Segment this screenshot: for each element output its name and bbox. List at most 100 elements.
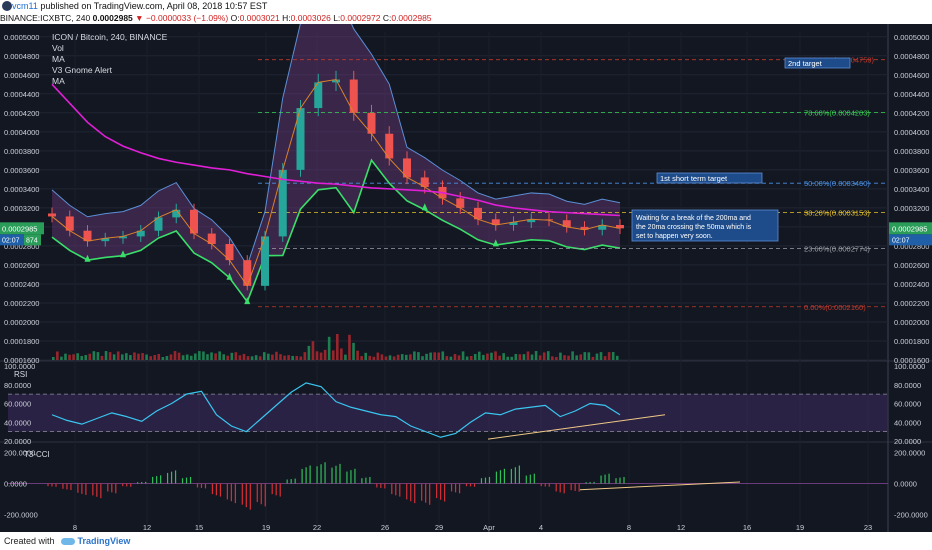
candle-body bbox=[420, 177, 429, 187]
right-price-tick: 0.0002400 bbox=[894, 280, 929, 289]
volume-bar bbox=[129, 355, 132, 360]
volume-bar bbox=[108, 352, 112, 360]
right-price-tick: 0.0001600 bbox=[894, 356, 929, 365]
time-tick: 16 bbox=[743, 523, 751, 532]
left-price-tag bbox=[0, 222, 44, 235]
candle-body bbox=[367, 112, 376, 134]
volume-bar bbox=[80, 356, 83, 360]
candle-body bbox=[598, 224, 607, 230]
candle-body bbox=[491, 219, 500, 225]
volume-bar bbox=[283, 355, 286, 360]
volume-bar bbox=[457, 355, 461, 360]
cci-title: T3-CCI bbox=[24, 450, 50, 459]
volume-bar bbox=[441, 351, 445, 360]
volume-bar bbox=[92, 351, 96, 360]
volume-bar bbox=[348, 334, 351, 360]
chart-area[interactable]: 100.00%(0.0004759)78.60%(0.0004203)50.00… bbox=[0, 24, 932, 532]
volume-bar bbox=[611, 352, 615, 360]
volume-bar bbox=[340, 348, 343, 360]
symbol-quote-line: BINANCE:ICXBTC, 240 0.0002985 ▼ −0.00000… bbox=[0, 12, 932, 24]
volume-bar bbox=[575, 355, 578, 360]
annotation-note-line: set to happen very soon. bbox=[636, 233, 713, 240]
cci-trendline bbox=[579, 481, 741, 491]
volume-bar bbox=[157, 354, 161, 360]
fib-level-label: 78.60%(0.0004203) bbox=[804, 109, 870, 118]
volume-bar bbox=[210, 352, 213, 360]
fib-level-label: 50.00%(0.0003460) bbox=[804, 179, 870, 188]
left-price-tick: 0.0004400 bbox=[4, 90, 39, 99]
volume-bar bbox=[421, 356, 424, 360]
right-price-tick: 0.0003400 bbox=[894, 185, 929, 194]
volume-bar bbox=[433, 352, 436, 360]
green-band-line bbox=[51, 158, 621, 304]
volume-bar bbox=[96, 352, 100, 360]
volume-bar bbox=[238, 355, 242, 360]
buy-signal-marker bbox=[120, 250, 126, 258]
volume-bar bbox=[461, 351, 465, 360]
left-price-tick: 0.0002600 bbox=[4, 261, 39, 270]
right-price-tick: 0.0002200 bbox=[894, 299, 929, 308]
left-price-tick: 0.0002800 bbox=[4, 242, 39, 251]
volume-bar bbox=[482, 354, 485, 360]
buy-signal-marker bbox=[492, 239, 499, 247]
cci-right-tick: 200.0000 bbox=[894, 448, 925, 457]
volume-bar bbox=[465, 356, 469, 360]
change-value: −0.0000033 (−1.09%) bbox=[145, 13, 229, 23]
fib-level-label: 23.60%(0.0002774) bbox=[804, 244, 870, 253]
volume-bar bbox=[563, 355, 566, 360]
left-price-tick: 0.0003600 bbox=[4, 166, 39, 175]
price-panel[interactable]: 100.00%(0.0004759)78.60%(0.0004203)50.00… bbox=[48, 24, 888, 360]
time-tick: 19 bbox=[262, 523, 270, 532]
rsi-band bbox=[8, 394, 888, 432]
t3cci-panel[interactable]: T3-CCI bbox=[8, 450, 888, 510]
rsi-panel[interactable]: RSI bbox=[8, 370, 888, 440]
volume-bar bbox=[551, 356, 554, 360]
volume-bar bbox=[534, 351, 538, 360]
bollinger-upper-line bbox=[51, 24, 621, 267]
legend-title: ICON / Bitcoin, 240, BINANCE bbox=[52, 32, 168, 42]
volume-bar bbox=[64, 353, 67, 360]
volume-bar bbox=[76, 353, 79, 360]
volume-bar bbox=[356, 350, 359, 360]
volume-bar bbox=[161, 356, 165, 360]
tradingview-brand[interactable]: TradingView bbox=[77, 536, 131, 546]
volume-bar bbox=[546, 351, 550, 360]
candle-body bbox=[580, 226, 589, 230]
volume-bar bbox=[530, 354, 534, 360]
annotation-note: Waiting for a break of the 200ma and the … bbox=[636, 215, 752, 240]
annotation-1st-target: 1st short term target bbox=[660, 174, 728, 183]
volume-bar bbox=[380, 354, 384, 360]
rsi-trendline bbox=[487, 414, 666, 440]
author-link[interactable]: vcm11 bbox=[12, 1, 38, 11]
fib-level-label: 38.20%(0.0003153) bbox=[804, 208, 870, 217]
volume-bar bbox=[173, 351, 177, 360]
volume-bar bbox=[615, 355, 619, 360]
left-price-tick: 0.0005000 bbox=[4, 33, 39, 42]
symbol-label[interactable]: BINANCE:ICXBTC, 240 bbox=[0, 13, 91, 23]
close-value: 0.0002985 bbox=[391, 13, 432, 23]
timer-tag-left bbox=[0, 234, 24, 246]
buy-signal-marker bbox=[244, 297, 251, 305]
rsi-right-tick: 60.0000 bbox=[894, 400, 921, 409]
left-price-tick: 0.0002000 bbox=[4, 318, 39, 327]
annotation-2nd-target: 2nd target bbox=[788, 59, 823, 68]
rsi-line bbox=[51, 382, 621, 438]
left-price-tick: 0.0002200 bbox=[4, 299, 39, 308]
time-tick: 29 bbox=[435, 523, 443, 532]
author-avatar[interactable] bbox=[2, 1, 12, 11]
volume-bar bbox=[323, 349, 327, 360]
volume-bar bbox=[254, 355, 258, 360]
right-price-tick: 0.0005000 bbox=[894, 33, 929, 42]
volume-bar bbox=[376, 352, 380, 360]
volume-bar bbox=[242, 353, 246, 360]
legend-ma-1: MA bbox=[52, 54, 65, 64]
cci-left-tick: -200.0000 bbox=[4, 511, 38, 520]
volume-bar bbox=[392, 356, 396, 360]
right-price-tick: 0.0003600 bbox=[894, 166, 929, 175]
volume-bar bbox=[538, 355, 542, 360]
rsi-right-tick: 100.0000 bbox=[894, 362, 925, 371]
volume-bar bbox=[295, 355, 299, 360]
left-price-tick: 0.0004200 bbox=[4, 109, 39, 118]
left-price-tick: 0.0003800 bbox=[4, 147, 39, 156]
volume-bar bbox=[591, 356, 595, 360]
